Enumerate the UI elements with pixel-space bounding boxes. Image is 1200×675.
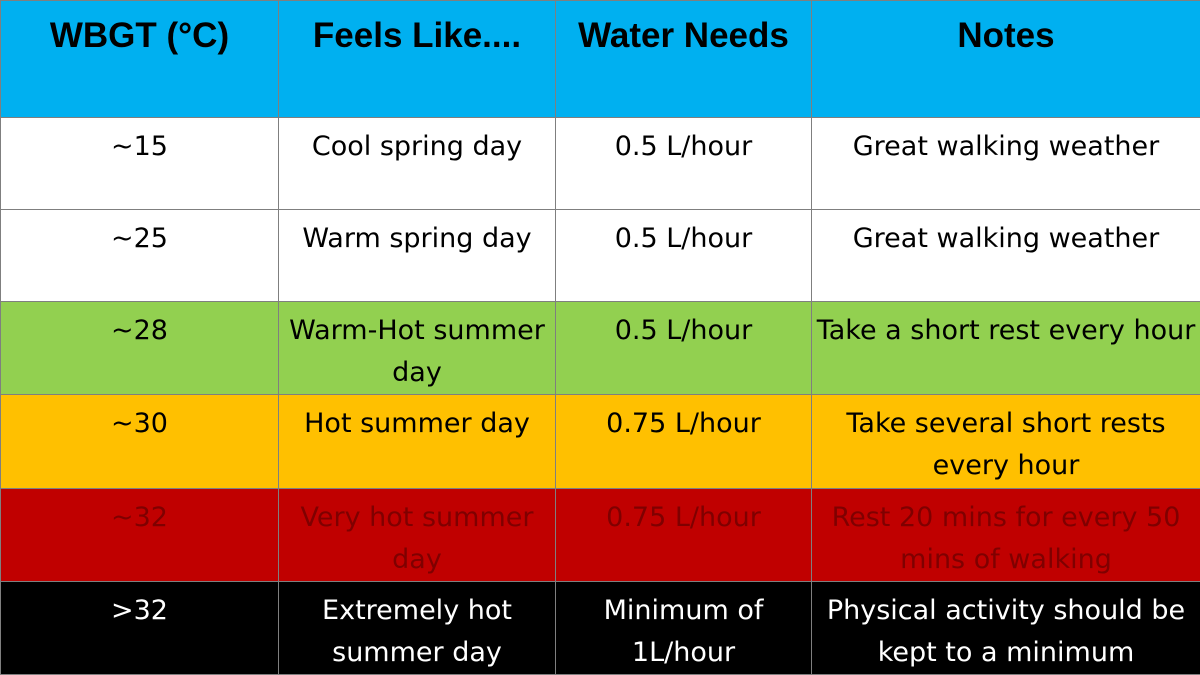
header-feels-like: Feels Like....	[278, 0, 556, 118]
cell-feels-like: Warm-Hot summer day	[278, 301, 556, 396]
cell-water-needs: Minimum of 1L/hour	[555, 580, 812, 675]
table-row: >32 Extremely hot summer day Minimum of …	[0, 580, 1200, 675]
cell-wbgt: ~15	[0, 116, 279, 211]
table-row: ~25 Warm spring day 0.5 L/hour Great wal…	[0, 209, 1200, 303]
cell-water-needs: 0.5 L/hour	[555, 209, 812, 303]
header-row: WBGT (°C) Feels Like.... Water Needs Not…	[0, 0, 1200, 118]
cell-notes: Rest 20 mins for every 50 mins of walkin…	[811, 487, 1200, 582]
cell-feels-like: Cool spring day	[278, 116, 556, 211]
cell-feels-like: Extremely hot summer day	[278, 580, 556, 675]
table-row: ~28 Warm-Hot summer day 0.5 L/hour Take …	[0, 301, 1200, 396]
table-row: ~15 Cool spring day 0.5 L/hour Great wal…	[0, 116, 1200, 211]
cell-notes: Take several short rests every hour	[811, 394, 1200, 489]
cell-water-needs: 0.5 L/hour	[555, 301, 812, 396]
cell-notes: Take a short rest every hour	[811, 301, 1200, 396]
cell-wbgt: ~25	[0, 209, 279, 303]
header-water-needs: Water Needs	[555, 0, 812, 118]
cell-wbgt: >32	[0, 580, 279, 675]
cell-wbgt: ~32	[0, 487, 279, 582]
cell-notes: Great walking weather	[811, 209, 1200, 303]
header-wbgt: WBGT (°C)	[0, 0, 279, 118]
cell-feels-like: Hot summer day	[278, 394, 556, 489]
table-row: ~32 Very hot summer day 0.75 L/hour Rest…	[0, 487, 1200, 582]
cell-water-needs: 0.75 L/hour	[555, 487, 812, 582]
cell-water-needs: 0.75 L/hour	[555, 394, 812, 489]
cell-notes: Great walking weather	[811, 116, 1200, 211]
cell-wbgt: ~28	[0, 301, 279, 396]
cell-water-needs: 0.5 L/hour	[555, 116, 812, 211]
cell-feels-like: Warm spring day	[278, 209, 556, 303]
table-row: ~30 Hot summer day 0.75 L/hour Take seve…	[0, 394, 1200, 489]
cell-feels-like: Very hot summer day	[278, 487, 556, 582]
header-notes: Notes	[811, 0, 1200, 118]
cell-wbgt: ~30	[0, 394, 279, 489]
cell-notes: Physical activity should be kept to a mi…	[811, 580, 1200, 675]
